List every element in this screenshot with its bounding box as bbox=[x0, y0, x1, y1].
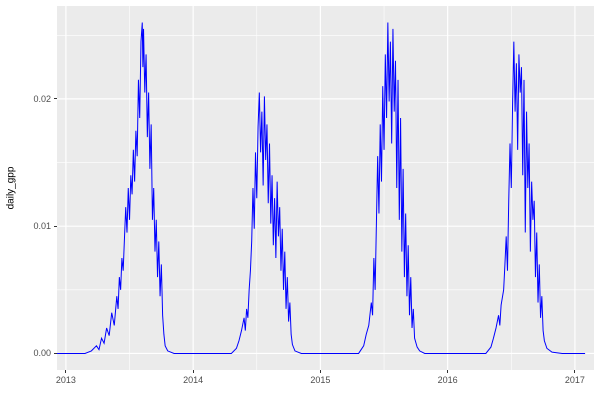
y-axis-title: daily_gpp bbox=[5, 166, 17, 210]
x-tick-mark bbox=[319, 370, 321, 373]
daily-gpp-line bbox=[57, 22, 586, 354]
x-tick-label: 2015 bbox=[310, 375, 331, 385]
y-tick-label: 0.00 bbox=[33, 348, 51, 359]
x-tick-mark bbox=[192, 370, 194, 373]
plot-panel bbox=[57, 6, 594, 370]
y-tick-mark bbox=[54, 352, 57, 354]
x-tick-label: 2013 bbox=[55, 375, 76, 385]
x-tick-label: 2014 bbox=[183, 375, 204, 385]
x-tick-mark bbox=[65, 370, 67, 373]
x-tick-label: 2016 bbox=[437, 375, 458, 385]
y-tick-mark bbox=[54, 225, 57, 227]
y-tick-label: 0.02 bbox=[33, 93, 51, 104]
x-tick-mark bbox=[574, 370, 576, 373]
y-tick-mark bbox=[54, 98, 57, 100]
x-tick-mark bbox=[447, 370, 449, 373]
y-tick-label: 0.01 bbox=[33, 221, 51, 232]
x-tick-label: 2017 bbox=[564, 375, 585, 385]
gpp-line-chart bbox=[57, 6, 594, 370]
